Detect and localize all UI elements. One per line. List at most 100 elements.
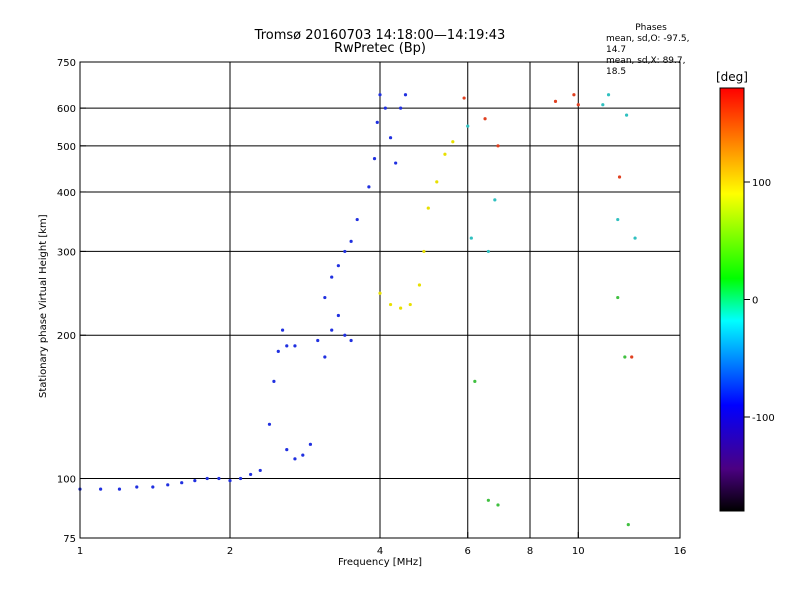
data-point	[330, 275, 334, 279]
data-point	[117, 487, 122, 491]
data-point	[403, 93, 408, 97]
x-tick-label: 4	[377, 546, 383, 557]
data-point	[293, 457, 297, 461]
data-point	[336, 313, 340, 318]
data-point	[372, 157, 377, 161]
x-axis-ticks: 1 2 4 6 8 10 16	[77, 532, 687, 557]
x-tick-label: 16	[674, 546, 687, 557]
colorbar-tick-label: 100	[752, 178, 771, 189]
data-point	[355, 217, 359, 222]
data-points	[78, 93, 637, 527]
data-point	[276, 349, 280, 353]
data-point	[135, 485, 139, 489]
data-point	[473, 379, 477, 383]
data-point	[426, 206, 430, 210]
colorbar-label: [deg]	[716, 70, 748, 84]
data-point	[496, 144, 500, 148]
y-tick-label: 200	[57, 331, 76, 342]
data-point	[99, 487, 103, 491]
data-point	[394, 161, 398, 165]
data-point	[601, 103, 605, 107]
x-axis-label: Frequency [MHz]	[337, 557, 423, 568]
y-tick-label: 600	[57, 104, 76, 115]
data-point	[205, 476, 209, 481]
data-point	[624, 113, 629, 117]
y-tick-label: 750	[57, 58, 76, 69]
data-point	[483, 117, 487, 121]
data-point	[388, 302, 393, 307]
data-point	[249, 472, 253, 477]
data-point	[606, 93, 611, 97]
x-tick-label: 1	[77, 546, 83, 557]
data-point	[617, 175, 622, 179]
data-point	[343, 333, 347, 337]
data-point	[217, 476, 221, 481]
data-point	[616, 295, 620, 300]
colorbar-tick-label: 0	[752, 296, 758, 307]
data-point	[469, 236, 473, 240]
data-point	[308, 442, 313, 446]
data-point	[323, 355, 327, 359]
data-point	[228, 479, 232, 483]
y-tick-label: 500	[57, 142, 76, 153]
chart-title-line-2: RwPretec (Bp)	[333, 41, 427, 56]
colorbar-tick-label: -100	[752, 413, 775, 424]
data-point	[349, 338, 353, 343]
data-point	[193, 479, 197, 483]
data-point	[367, 185, 371, 189]
data-point	[336, 264, 340, 268]
data-point	[383, 106, 387, 110]
data-point	[493, 198, 497, 202]
data-point	[399, 106, 403, 110]
data-point	[630, 355, 634, 359]
data-point	[408, 302, 412, 307]
data-point	[633, 236, 637, 240]
data-point	[399, 306, 403, 310]
data-point	[576, 103, 580, 107]
data-point	[462, 96, 466, 100]
y-tick-label: 75	[63, 534, 76, 545]
colorbar-ticks: 100 0 -100	[744, 178, 775, 424]
data-point	[378, 291, 382, 295]
data-point	[180, 481, 184, 485]
data-point	[435, 180, 439, 184]
x-tick-label: 10	[572, 546, 585, 557]
data-point	[280, 328, 285, 332]
data-point	[623, 355, 627, 359]
y-tick-label: 100	[57, 475, 76, 486]
data-point	[293, 344, 297, 348]
x-tick-label: 8	[527, 546, 533, 557]
data-point	[285, 448, 289, 452]
y-tick-label: 300	[57, 247, 76, 258]
data-point	[417, 283, 422, 287]
data-point	[349, 239, 353, 243]
data-point	[626, 523, 630, 527]
data-point	[267, 422, 272, 426]
grid-lines	[80, 62, 680, 538]
phases-x-mode: mean, sd,X: 89.7, 18.5	[606, 56, 686, 77]
data-point	[301, 453, 305, 457]
data-point	[323, 295, 327, 300]
data-point	[272, 379, 276, 383]
data-point	[496, 503, 500, 507]
data-point	[258, 468, 262, 473]
data-point	[166, 483, 170, 487]
y-axis-label: Stationary phase Virtual Height [km]	[38, 214, 49, 398]
data-point	[443, 152, 447, 156]
x-tick-label: 6	[465, 546, 471, 557]
data-point	[486, 249, 490, 254]
colorbar	[719, 87, 745, 512]
x-tick-label: 2	[227, 546, 233, 557]
phases-heading: Phases	[635, 23, 667, 33]
data-point	[238, 476, 243, 481]
data-point	[330, 328, 334, 332]
data-point	[151, 485, 155, 489]
data-point	[486, 498, 490, 502]
data-point	[375, 120, 379, 124]
phases-o-mode: mean, sd,O: -97.5, 14.7	[606, 34, 690, 55]
y-axis-ticks: 75 100 200 300 400 500 600 750	[57, 58, 86, 545]
y-tick-label: 400	[57, 188, 76, 199]
data-point	[378, 93, 382, 97]
data-point	[422, 249, 426, 254]
